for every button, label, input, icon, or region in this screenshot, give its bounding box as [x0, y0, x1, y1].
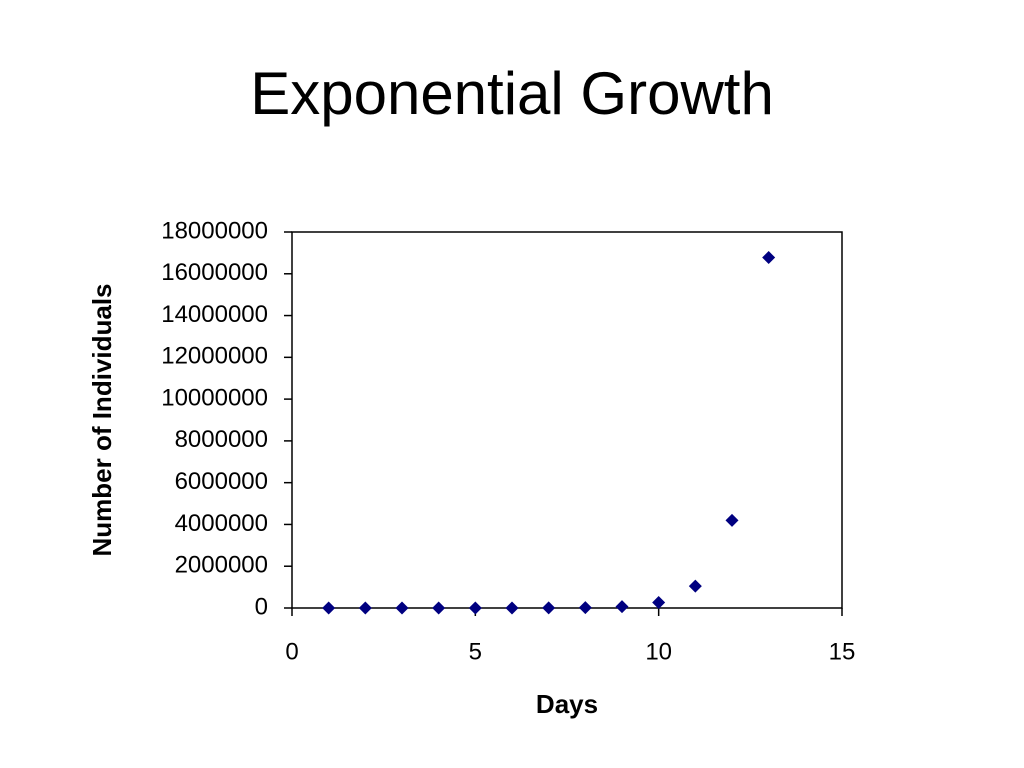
- data-point: [395, 601, 409, 615]
- data-point: [505, 601, 519, 615]
- data-point: [688, 579, 702, 593]
- data-point: [615, 600, 629, 614]
- y-tick-label: 8000000: [175, 426, 268, 453]
- plot-frame: [291, 231, 843, 609]
- y-tick-label: 2000000: [175, 552, 268, 579]
- data-point: [725, 513, 739, 527]
- x-tick-label: 10: [645, 638, 672, 665]
- chart-title: Exponential Growth: [250, 60, 774, 127]
- y-tick-label: 14000000: [161, 301, 268, 328]
- y-tick-label: 18000000: [161, 217, 268, 244]
- y-tick-label: 10000000: [161, 384, 268, 411]
- data-point: [762, 251, 776, 265]
- data-point: [358, 601, 372, 615]
- y-axis-label: Number of Individuals: [87, 283, 117, 556]
- y-tick-label: 0: [255, 593, 268, 620]
- data-point: [468, 601, 482, 615]
- x-tick-label: 5: [469, 638, 482, 665]
- y-tick-label: 6000000: [175, 468, 268, 495]
- data-point: [652, 596, 666, 610]
- x-tick-label: 0: [285, 638, 298, 665]
- y-tick-label: 12000000: [161, 343, 268, 370]
- data-point: [542, 601, 556, 615]
- data-point: [432, 601, 446, 615]
- y-tick-label: 4000000: [175, 510, 268, 537]
- x-axis-label: Days: [536, 689, 598, 719]
- y-tick-label: 16000000: [161, 259, 268, 286]
- data-point: [322, 601, 336, 615]
- data-point: [578, 601, 592, 615]
- x-tick-label: 15: [829, 638, 856, 665]
